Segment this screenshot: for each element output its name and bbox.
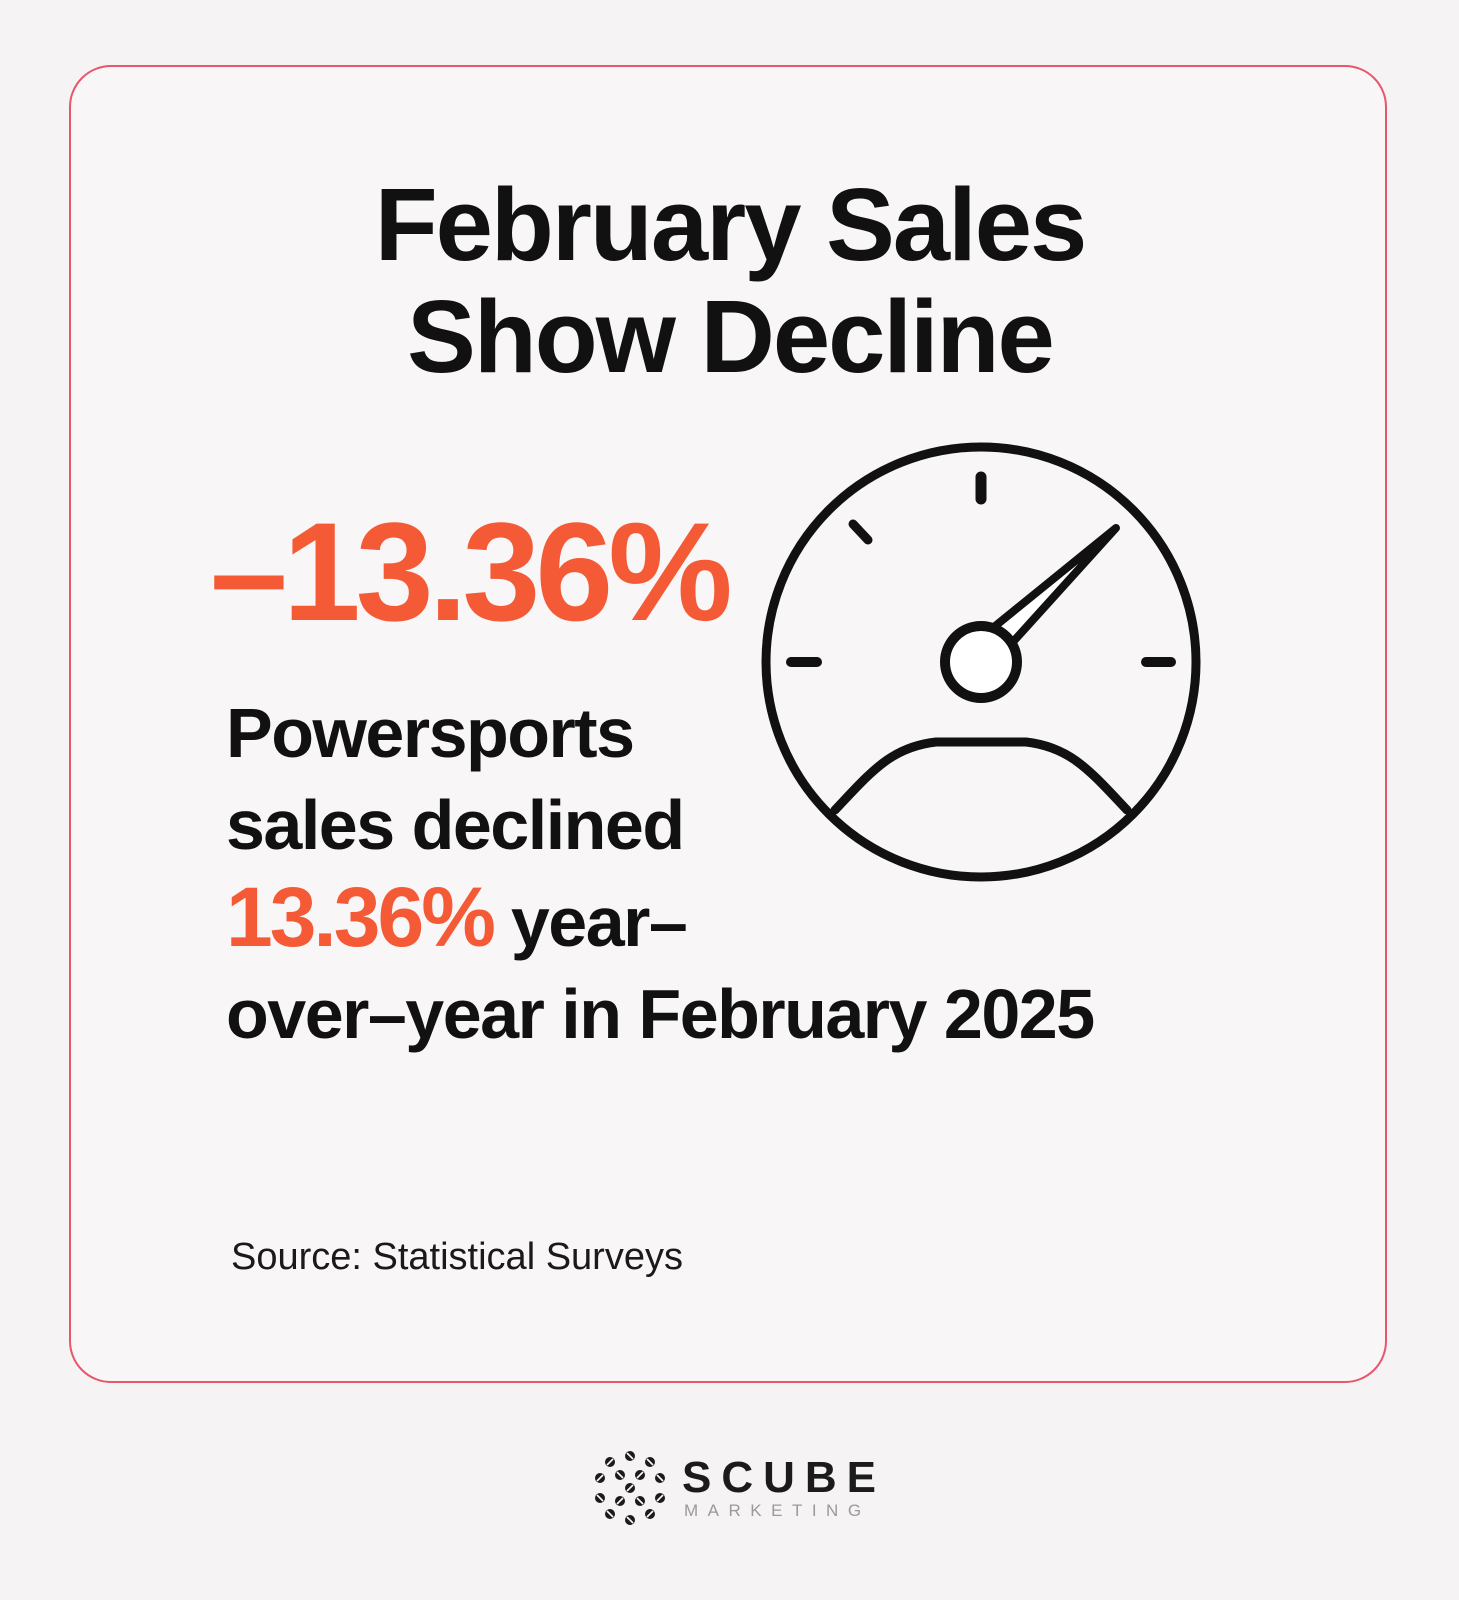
speedometer-icon (761, 442, 1201, 882)
scube-logo-icon (595, 1451, 665, 1525)
description-line-2: sales declined (226, 786, 685, 864)
description-line-3: 13.36% year– (226, 871, 1094, 968)
brand-subtitle: MARKETING (684, 1501, 871, 1520)
gauge-tick-upper-left (848, 519, 873, 545)
brand-logo: SCUBE MARKETING (590, 1448, 886, 1528)
description-stat: 13.36% (226, 870, 496, 964)
description-line-3-rest: year– (492, 883, 688, 961)
card-title: February Sales Show Decline (71, 169, 1389, 393)
gauge-needle (990, 524, 1120, 647)
source-note: Source: Statistical Surveys (231, 1236, 683, 1278)
infographic-card: February Sales Show Decline –13.36% Powe… (69, 65, 1387, 1383)
gauge-hub (940, 621, 1022, 703)
gauge-base (830, 737, 1132, 815)
title-line-2: Show Decline (407, 279, 1055, 394)
gauge-outline (761, 442, 1201, 882)
stat-description: Powersports sales declined 13.36% year– … (226, 687, 1095, 1060)
brand-wordmark: SCUBE MARKETING (682, 1455, 886, 1521)
headline-stat: –13.36% (210, 493, 733, 650)
title-line-1: February Sales (374, 167, 1088, 282)
description-line-1: Powersports (226, 694, 635, 772)
description-line-4: over–year in February 2025 (226, 975, 1095, 1053)
brand-name: SCUBE (682, 1453, 887, 1502)
